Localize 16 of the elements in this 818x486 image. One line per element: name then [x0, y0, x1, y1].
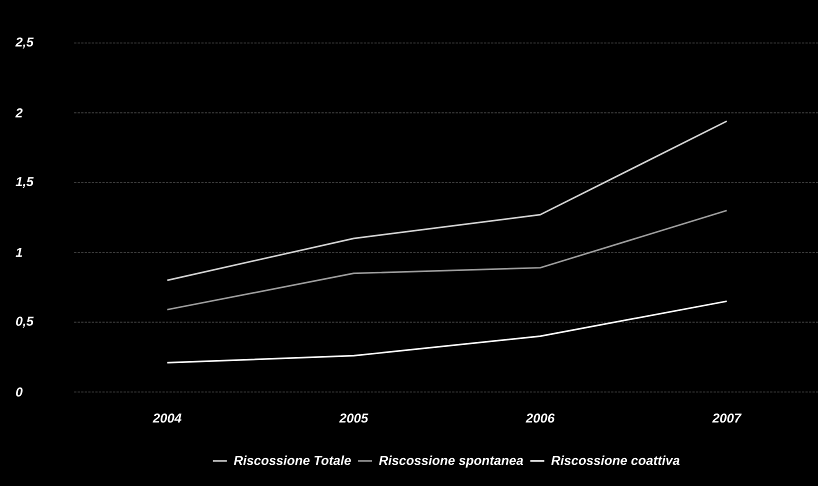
legend-label: Riscossione Totale: [234, 456, 351, 466]
line-series: [166, 300, 728, 364]
x-tick-label: 2004: [152, 414, 182, 423]
y-tick-label: 0: [16, 387, 23, 397]
line-series: [166, 120, 728, 282]
y-tick-label: 1: [16, 248, 22, 257]
legend-label: Riscossione spontanea: [379, 456, 524, 468]
line-series: [166, 210, 728, 310]
x-tick-label: 2005: [339, 414, 368, 423]
y-tick-label: 1,5: [16, 177, 34, 188]
x-tick-label: 2007: [712, 414, 742, 423]
y-tick-label: 2: [15, 108, 23, 118]
legend-label: Riscossione coattiva: [551, 456, 680, 466]
y-tick-label: 2,5: [15, 37, 34, 49]
y-tick-label: 0,5: [16, 316, 34, 328]
x-tick-label: 2006: [526, 414, 555, 423]
